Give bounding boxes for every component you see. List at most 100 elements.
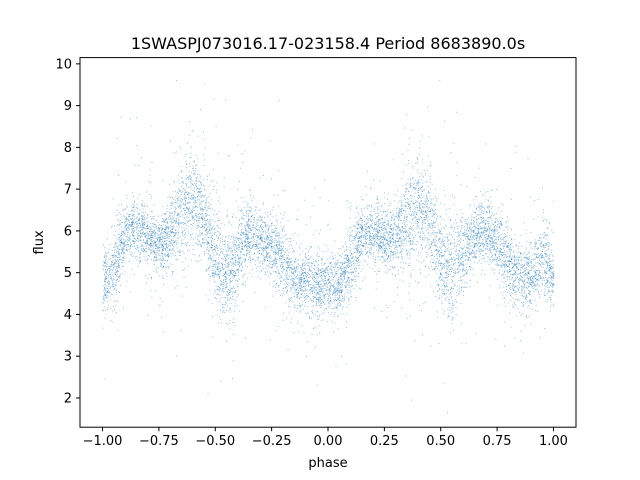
data-point bbox=[451, 260, 453, 262]
data-point bbox=[452, 258, 453, 260]
data-point bbox=[273, 231, 275, 233]
data-point bbox=[108, 259, 110, 261]
data-point bbox=[286, 257, 288, 259]
data-point bbox=[245, 215, 247, 217]
data-point bbox=[412, 167, 414, 169]
data-point bbox=[464, 234, 466, 236]
data-point bbox=[221, 262, 223, 264]
data-point bbox=[317, 278, 319, 280]
data-point bbox=[383, 256, 385, 258]
data-point bbox=[197, 244, 198, 246]
data-point bbox=[408, 143, 410, 145]
data-point bbox=[497, 243, 499, 245]
data-point bbox=[125, 246, 127, 248]
data-point bbox=[462, 275, 464, 277]
data-point bbox=[209, 267, 211, 269]
data-point bbox=[487, 242, 489, 244]
data-point bbox=[230, 307, 232, 309]
data-point bbox=[297, 264, 299, 265]
data-point bbox=[115, 280, 117, 282]
data-point bbox=[317, 333, 319, 335]
data-point bbox=[422, 221, 424, 223]
data-point bbox=[208, 266, 210, 268]
data-point bbox=[474, 220, 476, 222]
data-point bbox=[498, 235, 500, 237]
data-point bbox=[326, 293, 328, 295]
data-point bbox=[299, 265, 301, 266]
data-point bbox=[417, 182, 419, 184]
data-point bbox=[337, 282, 339, 283]
data-point bbox=[248, 251, 250, 253]
data-point bbox=[207, 393, 209, 395]
data-point bbox=[390, 242, 392, 244]
data-point bbox=[179, 216, 181, 217]
data-point bbox=[497, 263, 499, 265]
data-point bbox=[118, 281, 120, 283]
data-point bbox=[389, 232, 391, 233]
data-point bbox=[546, 268, 548, 270]
data-point bbox=[302, 264, 304, 266]
data-point bbox=[202, 238, 203, 240]
data-point bbox=[254, 230, 256, 232]
data-point bbox=[532, 283, 534, 285]
data-point bbox=[327, 300, 329, 301]
data-point bbox=[164, 240, 166, 242]
data-point bbox=[427, 200, 429, 202]
data-point bbox=[431, 199, 433, 201]
data-point bbox=[120, 116, 122, 118]
data-point bbox=[330, 270, 332, 272]
data-point bbox=[523, 352, 525, 354]
data-point bbox=[249, 227, 251, 229]
data-point bbox=[189, 234, 191, 236]
data-point bbox=[293, 281, 295, 283]
data-point bbox=[169, 211, 171, 213]
data-point bbox=[161, 257, 163, 259]
data-point bbox=[293, 285, 295, 287]
data-point bbox=[513, 265, 515, 267]
data-point bbox=[241, 270, 243, 272]
data-point bbox=[409, 182, 411, 184]
data-point bbox=[268, 253, 270, 255]
data-point bbox=[174, 233, 176, 235]
data-point bbox=[478, 210, 480, 212]
data-point bbox=[194, 201, 196, 203]
data-point bbox=[246, 254, 247, 256]
data-point bbox=[550, 266, 552, 268]
data-point bbox=[182, 191, 184, 193]
data-point bbox=[400, 229, 402, 230]
data-point bbox=[291, 300, 293, 302]
data-point bbox=[208, 205, 210, 207]
data-point bbox=[387, 244, 389, 246]
data-point bbox=[330, 269, 332, 271]
data-point bbox=[278, 234, 280, 236]
data-point bbox=[411, 177, 413, 179]
data-point bbox=[265, 260, 267, 261]
data-point bbox=[400, 231, 402, 233]
data-point bbox=[211, 272, 213, 274]
data-point bbox=[550, 306, 551, 308]
data-point bbox=[247, 209, 249, 211]
data-point bbox=[150, 245, 152, 247]
data-point bbox=[332, 286, 334, 288]
data-point bbox=[269, 272, 271, 274]
data-point bbox=[105, 278, 107, 280]
data-point bbox=[462, 262, 464, 264]
data-point bbox=[522, 313, 524, 315]
data-point bbox=[219, 277, 221, 279]
data-point bbox=[419, 236, 421, 237]
data-point bbox=[436, 232, 438, 233]
data-point bbox=[390, 269, 392, 271]
data-point bbox=[186, 201, 188, 203]
data-point bbox=[430, 235, 432, 237]
data-point bbox=[460, 220, 462, 222]
data-point bbox=[151, 161, 153, 163]
data-point bbox=[528, 285, 530, 287]
data-point bbox=[503, 281, 505, 283]
data-point bbox=[272, 207, 274, 208]
data-point bbox=[498, 251, 500, 253]
data-point bbox=[255, 210, 257, 212]
data-point bbox=[380, 239, 382, 241]
data-point bbox=[284, 212, 286, 214]
data-point bbox=[145, 275, 147, 277]
data-point bbox=[328, 291, 330, 293]
